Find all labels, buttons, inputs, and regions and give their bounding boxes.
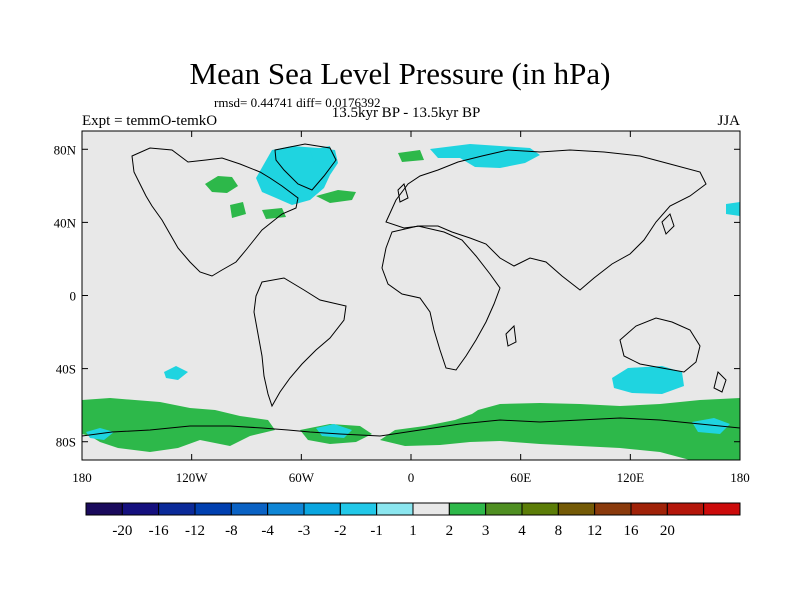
negative-anomaly-north-pole (310, 146, 332, 162)
colorbar-label: -20 (112, 523, 132, 539)
coast-madagascar (505, 324, 517, 347)
y-tick-label: 40S (56, 362, 76, 377)
colorbar-swatch (630, 502, 668, 516)
colorbar-swatch (121, 502, 160, 516)
colorbar-label: 3 (482, 523, 490, 539)
coast-south-america (253, 277, 347, 408)
colorbar-swatch (194, 502, 232, 516)
colorbar-swatch (703, 502, 741, 516)
colorbar-label: -8 (225, 523, 238, 539)
coast-eurasia (385, 149, 707, 291)
coast-japan (661, 213, 675, 235)
colorbar-label: 2 (446, 523, 454, 539)
x-tick-label: 60E (510, 470, 531, 485)
colorbar-swatch (158, 502, 196, 516)
coast-uk (397, 183, 409, 203)
positive-anomaly-labrador (262, 208, 286, 219)
colorbar-label: 1 (409, 523, 417, 539)
negative-anomaly-north-pacific-east (726, 202, 740, 216)
colorbar-swatch (666, 502, 705, 516)
y-tick-label: 40N (54, 215, 77, 230)
colorbar-swatch (230, 502, 269, 516)
colorbar-swatch (412, 502, 450, 516)
colorbar-swatch (448, 502, 487, 516)
colorbar-swatch (85, 502, 123, 516)
colorbar-swatch (521, 502, 559, 516)
colorbar-swatch (339, 502, 378, 516)
experiment-label: Expt = temmO-temkO (82, 113, 218, 129)
statistics-text: rmsd= 0.44741 diff= 0.0176392 (214, 95, 381, 110)
colorbar-label: 8 (555, 523, 563, 539)
colorbar-label: -1 (370, 523, 383, 539)
colorbar-swatch (594, 502, 632, 516)
colorbar-swatch (557, 502, 596, 516)
x-tick-label: 60W (289, 470, 315, 485)
colorbar-swatch (485, 502, 523, 516)
positive-anomaly-southern-ocean-east (380, 398, 740, 460)
positive-anomaly-north-atlantic (316, 190, 356, 203)
colorbar-label: 4 (518, 523, 526, 539)
y-tick-label: 80S (56, 435, 76, 450)
colorbar-label: -3 (298, 523, 311, 539)
coast-antarctica (82, 417, 740, 437)
x-tick-label: 120E (617, 470, 645, 485)
colorbar-swatch (376, 502, 414, 516)
colorbar-swatch (303, 502, 341, 516)
positive-anomaly-great-lakes (230, 202, 246, 218)
coast-north-america (131, 147, 299, 277)
negative-anomaly-south-pacific (612, 366, 684, 394)
colorbar-label: 16 (624, 523, 640, 539)
coast-africa (381, 225, 501, 371)
colorbar-label: -4 (261, 523, 274, 539)
x-tick-label: 120W (176, 470, 209, 485)
coast-greenland (274, 143, 337, 191)
y-tick-label: 80N (54, 142, 77, 157)
colorbar-label: 12 (587, 523, 602, 539)
colorbar-label: 20 (660, 523, 675, 539)
colorbar-label: -12 (185, 523, 205, 539)
positive-anomaly-siberia (398, 150, 424, 162)
x-tick-label: 180 (72, 470, 92, 485)
positive-anomaly-southern-ocean-west (82, 398, 275, 452)
coast-new-zealand (713, 371, 727, 393)
x-tick-label: 180 (730, 470, 750, 485)
season-label: JJA (717, 113, 740, 129)
period-label: 13.5kyr BP - 13.5kyr BP (331, 105, 481, 121)
negative-anomaly-ross-sea-east (692, 418, 730, 434)
plot-title: Mean Sea Level Pressure (in hPa) (189, 56, 611, 91)
negative-anomaly-southeast-pacific-west (164, 366, 188, 380)
x-tick-label: 0 (408, 470, 415, 485)
coast-australia (619, 317, 701, 373)
y-tick-label: 0 (70, 289, 77, 304)
colorbar-label: -16 (149, 523, 169, 539)
positive-anomaly-canada (205, 176, 238, 193)
colorbar-label: -2 (334, 523, 347, 539)
colorbar-swatch (267, 502, 305, 516)
